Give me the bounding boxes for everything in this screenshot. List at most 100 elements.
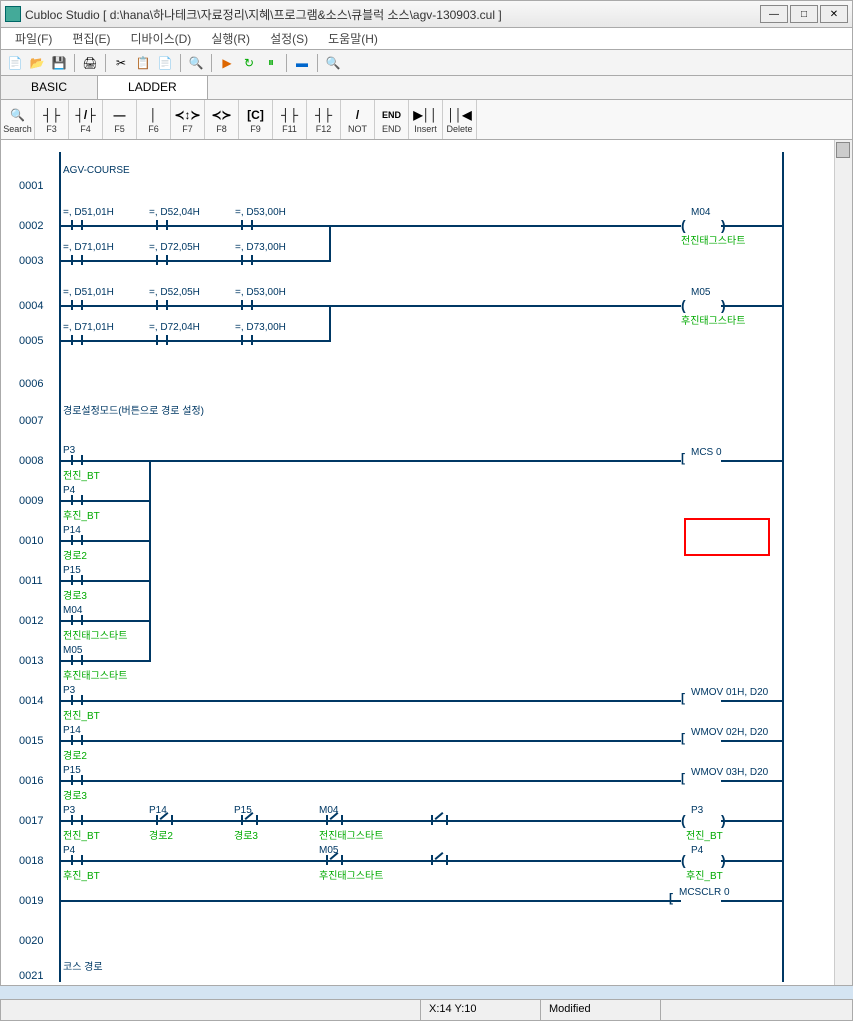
rownum-18: 0018 (19, 855, 43, 867)
contact-p4: P4 (63, 485, 75, 496)
label-fwdtagstart: 전진태그스타트 (681, 232, 745, 247)
ltb-f6[interactable]: │F6 (137, 100, 171, 139)
rownum-14: 0014 (19, 695, 43, 707)
print-icon[interactable]: 🖨 (80, 53, 100, 73)
rownum-21: 0021 (19, 970, 43, 982)
mcs0: MCS 0 (691, 447, 722, 458)
rung-2-line (61, 225, 331, 227)
coil-m05: M05 (691, 287, 710, 298)
rownum-11: 0011 (19, 575, 43, 587)
new-icon[interactable]: 📄 (5, 53, 25, 73)
ltb-f5[interactable]: —F5 (103, 100, 137, 139)
ltb-delete[interactable]: ││◀Delete (443, 100, 477, 139)
contact-d5204h: =, D52,04H (149, 207, 200, 218)
comment-agvcourse: AGV-COURSE (63, 165, 130, 176)
contact-p15: P15 (63, 565, 81, 576)
refresh-icon[interactable]: ↻ (239, 53, 259, 73)
rownum-6: 0006 (19, 378, 43, 390)
ltb-not[interactable]: /NOT (341, 100, 375, 139)
contact-d5205h: =, D52,05H (149, 287, 200, 298)
contact-p14: P14 (63, 525, 81, 536)
ladder-toolbar: 🔍Search ┤├F3 ┤/├F4 —F5 │F6 ≺↕≻F7 ≺≻F8 [C… (0, 100, 853, 140)
tab-ladder[interactable]: LADDER (98, 76, 208, 99)
rownum-5: 0005 (19, 335, 43, 347)
wmov-03h: WMOV 03H, D20 (691, 767, 768, 778)
status-blank (1, 1000, 421, 1020)
scroll-thumb[interactable] (836, 142, 850, 158)
rownum-16: 0016 (19, 775, 43, 787)
window-icon[interactable]: ▬ (292, 53, 312, 73)
contact-d5300h: =, D53,00H (235, 207, 286, 218)
run-icon[interactable]: ▶ (217, 53, 237, 73)
app-icon (5, 6, 21, 22)
ltb-f8[interactable]: ≺≻F8 (205, 100, 239, 139)
wmov-02h: WMOV 02H, D20 (691, 727, 768, 738)
contact-d5101h: =, D51,01H (63, 207, 114, 218)
menu-file[interactable]: 파일(F) (5, 30, 62, 47)
rownum-1: 0001 (19, 180, 43, 192)
tab-basic[interactable]: BASIC (1, 76, 98, 99)
rownum-10: 0010 (19, 535, 43, 547)
rownum-7: 0007 (19, 415, 43, 427)
rownum-8: 0008 (19, 455, 43, 467)
menu-device[interactable]: 디바이스(D) (120, 30, 201, 47)
zoom-icon[interactable]: 🔍 (323, 53, 343, 73)
rownum-4: 0004 (19, 300, 43, 312)
mcsclr0: MCSCLR 0 (679, 887, 730, 898)
minimize-button[interactable]: — (760, 5, 788, 23)
ltb-f12[interactable]: ┤├F12 (307, 100, 341, 139)
maximize-button[interactable]: □ (790, 5, 818, 23)
status-bar: X:14 Y:10 Modified (0, 999, 853, 1021)
rownum-2: 0002 (19, 220, 43, 232)
label-bwdtagstart: 후진태그스타트 (681, 312, 745, 327)
ltb-end[interactable]: ENDEND (375, 100, 409, 139)
ltb-f4[interactable]: ┤/├F4 (69, 100, 103, 139)
ladder-editor[interactable]: 0001 0002 0003 0004 0005 0006 0007 0008 … (0, 140, 853, 986)
menu-help[interactable]: 도움말(H) (318, 30, 388, 47)
contact-d7204h: =, D72,04H (149, 322, 200, 333)
search-icon[interactable]: 🔍 (186, 53, 206, 73)
title-bar: Cubloc Studio [ d:\hana\하나테크\자료정리\지혜\프로그… (0, 0, 853, 28)
window-title: Cubloc Studio [ d:\hana\하나테크\자료정리\지혜\프로그… (25, 6, 760, 23)
rownum-9: 0009 (19, 495, 43, 507)
selection-cursor (684, 518, 770, 556)
rownum-12: 0012 (19, 615, 43, 627)
left-rail (59, 152, 61, 982)
rownum-17: 0017 (19, 815, 43, 827)
contact-d7205h: =, D72,05H (149, 242, 200, 253)
paste-icon[interactable]: 📄 (155, 53, 175, 73)
ltb-f11[interactable]: ┤├F11 (273, 100, 307, 139)
menu-edit[interactable]: 편집(E) (62, 30, 120, 47)
menu-bar: 파일(F) 편집(E) 디바이스(D) 실행(R) 설정(S) 도움말(H) (0, 28, 853, 50)
ltb-f7[interactable]: ≺↕≻F7 (171, 100, 205, 139)
rownum-3: 0003 (19, 255, 43, 267)
contact-d7101h: =, D71,01H (63, 242, 114, 253)
menu-setup[interactable]: 설정(S) (260, 30, 318, 47)
ltb-insert[interactable]: ▶││Insert (409, 100, 443, 139)
status-modified: Modified (541, 1000, 661, 1020)
contact-p3: P3 (63, 445, 75, 456)
wmov-01h: WMOV 01H, D20 (691, 687, 768, 698)
rownum-13: 0013 (19, 655, 43, 667)
cut-icon[interactable]: ✂ (111, 53, 131, 73)
ltb-f3[interactable]: ┤├F3 (35, 100, 69, 139)
status-position: X:14 Y:10 (421, 1000, 541, 1020)
open-icon[interactable]: 📂 (27, 53, 47, 73)
menu-run[interactable]: 실행(R) (201, 30, 260, 47)
ltb-search[interactable]: 🔍Search (1, 100, 35, 139)
save-icon[interactable]: 💾 (49, 53, 69, 73)
right-rail (782, 152, 784, 982)
vertical-scrollbar[interactable] (834, 140, 852, 985)
tab-bar: BASIC LADDER (0, 76, 853, 100)
pause-icon[interactable]: ⏸ (261, 53, 281, 73)
rownum-19: 0019 (19, 895, 43, 907)
main-toolbar: 📄 📂 💾 🖨 ✂ 📋 📄 🔍 ▶ ↻ ⏸ ▬ 🔍 (0, 50, 853, 76)
copy-icon[interactable]: 📋 (133, 53, 153, 73)
close-button[interactable]: ✕ (820, 5, 848, 23)
ltb-f9[interactable]: [C]F9 (239, 100, 273, 139)
coil-m04: M04 (691, 207, 710, 218)
rownum-20: 0020 (19, 935, 43, 947)
contact-d7300h: =, D73,00H (235, 242, 286, 253)
comment-pathmode: 경로설정모드(버튼으로 경로 설정) (63, 402, 204, 417)
rownum-15: 0015 (19, 735, 43, 747)
